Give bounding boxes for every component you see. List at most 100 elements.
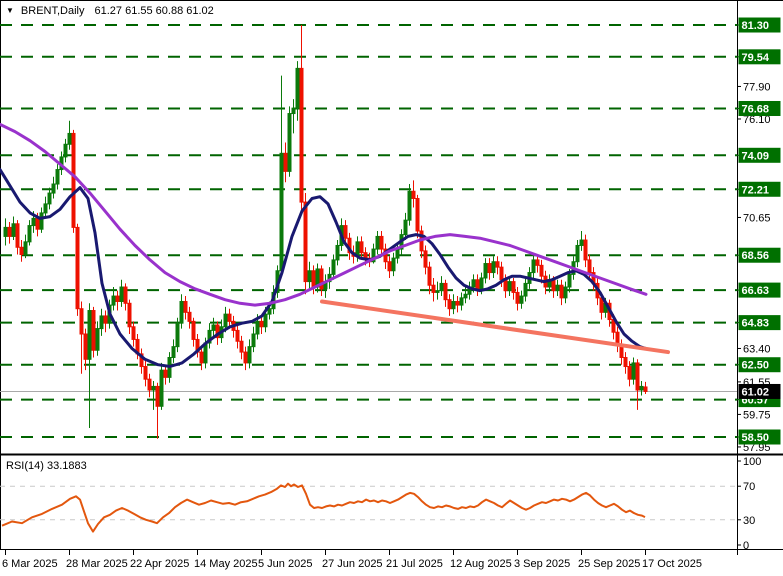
bull-candle	[99, 315, 104, 330]
bull-candle	[295, 67, 300, 109]
bull-candle	[211, 324, 216, 331]
level-price-label: 72.21	[742, 184, 770, 196]
bull-candle	[523, 282, 528, 297]
bear-candle	[587, 259, 592, 274]
price-tick-label: 59.75	[743, 409, 771, 421]
bull-candle	[63, 143, 68, 158]
bull-candle	[47, 192, 52, 205]
date-label: 5 Jun 2025	[258, 558, 312, 570]
bull-candle	[471, 279, 476, 288]
level-price-label: 81.30	[742, 20, 770, 32]
bear-candle	[83, 333, 88, 360]
bull-candle	[519, 295, 524, 304]
level-price-label: 68.56	[742, 250, 770, 262]
moving-averages	[0, 122, 648, 368]
level-price-label-box	[738, 181, 781, 197]
bull-candle	[563, 286, 568, 299]
bull-candle	[639, 385, 644, 391]
bear-candle	[115, 295, 120, 302]
bull-candle	[39, 212, 44, 230]
bear-candle	[123, 286, 128, 304]
bull-candle	[567, 273, 572, 288]
bull-candle	[531, 259, 536, 274]
level-price-label: 74.09	[742, 150, 770, 162]
bull-candle	[43, 203, 48, 214]
symbol-dropdown-icon[interactable]: ▼	[6, 6, 14, 15]
bull-candle	[23, 241, 28, 255]
bull-candle	[463, 293, 468, 299]
bear-candle	[415, 197, 420, 232]
date-label: 14 May 2025	[194, 558, 258, 570]
bull-candle	[371, 248, 376, 263]
bear-candle	[35, 217, 40, 230]
bear-candle	[551, 279, 556, 292]
bull-candle	[335, 244, 340, 261]
level-price-label-box	[738, 17, 781, 33]
candlesticks[interactable]	[3, 25, 648, 439]
bear-candle	[79, 308, 84, 335]
level-price-label-box	[738, 49, 781, 65]
rsi-tick-label: 0	[743, 540, 749, 552]
bear-candle	[343, 225, 348, 239]
bear-candle	[643, 386, 648, 392]
level-price-label-box	[738, 147, 781, 163]
bear-candle	[303, 201, 308, 283]
bull-candle	[111, 295, 116, 306]
bear-candle	[131, 326, 136, 340]
bear-candle	[379, 235, 384, 250]
level-price-label-box	[738, 429, 781, 445]
level-price-label-box	[738, 282, 781, 298]
bear-candle	[623, 356, 628, 368]
bull-candle	[3, 226, 8, 237]
bear-candle	[455, 300, 460, 306]
bear-candle	[515, 291, 520, 304]
price-tick-label: 76.10	[743, 114, 771, 126]
level-price-label: 58.50	[742, 432, 770, 444]
date-label: 25 Sep 2025	[578, 558, 640, 570]
level-price-label: 62.50	[742, 360, 770, 372]
bull-candle	[95, 328, 100, 351]
bear-candle	[139, 353, 144, 368]
bear-candle	[91, 310, 96, 351]
time-axis[interactable]: 6 Mar 2025 28 Mar 2025 22 Apr 2025 14 May 2…	[2, 550, 702, 570]
bull-candle	[207, 329, 212, 344]
bear-candle	[495, 261, 500, 268]
price-tick-label: 57.95	[743, 442, 771, 454]
bull-candle	[171, 346, 176, 358]
bear-candle	[423, 250, 428, 268]
bull-candle	[247, 346, 252, 364]
date-label: 12 Aug 2025	[450, 558, 512, 570]
level-price-label: 79.54	[742, 52, 770, 64]
bear-candle	[299, 67, 304, 203]
bear-candle	[583, 239, 588, 261]
bull-candle	[331, 259, 336, 275]
date-label: 28 Mar 2025	[66, 558, 128, 570]
bear-candle	[635, 362, 640, 391]
ohlc-values: 61.27 61.55 60.88 61.02	[94, 5, 214, 17]
bear-candle	[71, 132, 76, 228]
date-label: 17 Oct 2025	[642, 558, 702, 570]
bull-candle	[267, 308, 272, 315]
date-label: 22 Apr 2025	[130, 558, 189, 570]
symbol-timeframe-label: BRENT,Daily	[20, 5, 85, 17]
bear-candle	[535, 259, 540, 266]
bear-candle	[475, 279, 480, 290]
bull-candle	[403, 219, 408, 236]
level-price-label-box	[738, 247, 781, 263]
bull-candle	[307, 270, 312, 283]
price-axis[interactable]: 77.9076.1070.6563.4061.5559.7557.9581.30…	[737, 17, 781, 454]
rsi-tick-label: 70	[743, 481, 755, 493]
bull-candle	[55, 169, 60, 185]
bear-candle	[411, 190, 416, 199]
level-price-label: 66.63	[742, 285, 770, 297]
level-price-label-box	[738, 100, 781, 116]
current-price-label-box	[738, 383, 781, 399]
level-price-label: 76.68	[742, 103, 770, 115]
descending-trendline[interactable]	[320, 299, 670, 355]
rsi-pane[interactable]: 100 70 30 0	[0, 456, 761, 552]
bull-candle	[391, 257, 396, 272]
bear-candle	[359, 241, 364, 254]
bear-candle	[499, 266, 504, 281]
